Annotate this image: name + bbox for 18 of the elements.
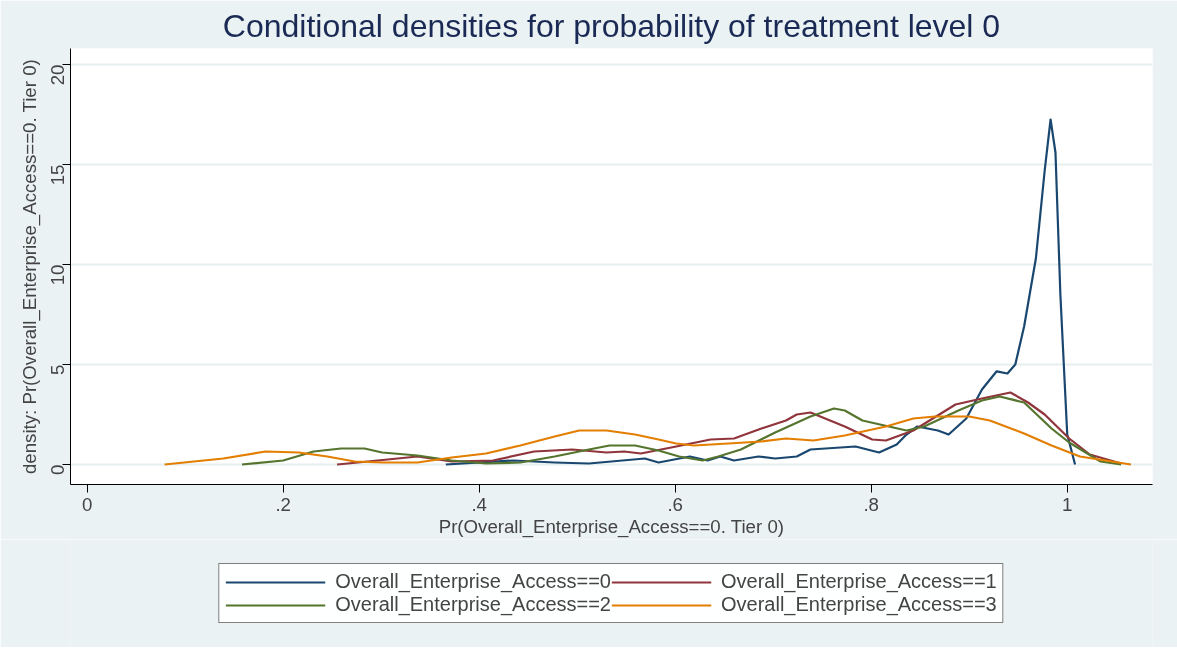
x-axis-title: Pr(Overall_Enterprise_Access==0. Tier 0) [438,515,784,538]
x-tick-label: .2 [275,493,291,515]
y-axis-title: density: Pr(Overall_Enterprise_Access==0. Tier 0) [18,59,41,475]
x-tick-label: .4 [471,493,487,515]
y-tick-label: 0 [47,464,68,475]
x-tick-label: .6 [667,493,683,515]
y-tick-label: 5 [47,364,68,375]
y-tick-label: 20 [47,64,68,86]
x-tick-label: .8 [863,493,879,515]
legend-label: Overall_Enterprise_Access==3 [721,593,997,616]
x-tick-label: 0 [81,493,93,515]
legend-label: Overall_Enterprise_Access==0 [335,570,611,593]
legend-label: Overall_Enterprise_Access==1 [721,570,997,593]
y-tick-label: 15 [47,164,68,186]
y-tick-label: 10 [47,264,68,286]
x-tick-label: 1 [1062,493,1073,515]
chart-title: Conditional densities for probability of treatment level 0 [222,7,1001,44]
legend-label: Overall_Enterprise_Access==2 [335,593,611,616]
